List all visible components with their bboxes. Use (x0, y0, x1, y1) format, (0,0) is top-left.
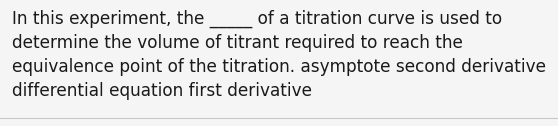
Text: determine the volume of titrant required to reach the: determine the volume of titrant required… (12, 34, 463, 52)
Text: differential equation first derivative: differential equation first derivative (12, 82, 312, 100)
Text: In this experiment, the _____ of a titration curve is used to: In this experiment, the _____ of a titra… (12, 10, 502, 28)
Text: equivalence point of the titration. asymptote second derivative: equivalence point of the titration. asym… (12, 58, 546, 76)
